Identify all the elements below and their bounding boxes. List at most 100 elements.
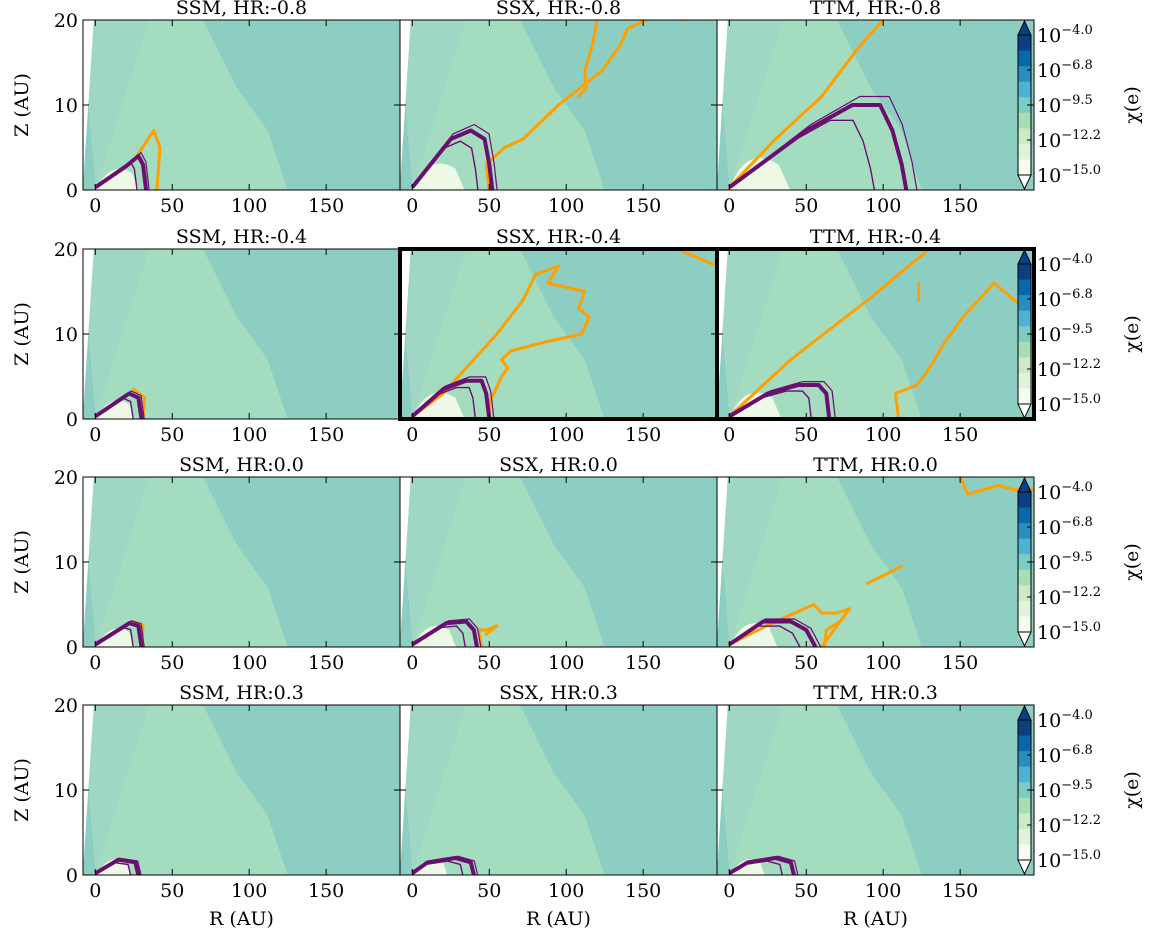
colorbar-band [1018, 600, 1031, 617]
wedge-band [83, 705, 150, 875]
colorbar-tick-label: 10−15.0 [1037, 848, 1101, 872]
purple-contour-inner [94, 626, 134, 647]
x-tick-label: 0 [89, 880, 101, 902]
orange-contour [894, 281, 1034, 419]
x-tick-label: 0 [406, 652, 418, 674]
orange-contour [135, 129, 162, 190]
orange-contour [680, 20, 689, 22]
wedge-band [400, 705, 467, 875]
x-tick-label: 0 [723, 424, 735, 446]
purple-contour-inner [411, 140, 479, 190]
panel-2 [399, 19, 718, 191]
abundance-field [83, 20, 400, 190]
x-tick-label: 50 [160, 424, 184, 446]
panel-6 [715, 247, 1036, 421]
panel-title: SSM, HR:0.3 [179, 682, 304, 704]
x-tick-label: 100 [231, 195, 267, 217]
x-tick-label: 100 [865, 195, 901, 217]
field-mid-region [95, 249, 288, 419]
x-tick-label: 150 [625, 880, 661, 902]
x-axis-label: R (AU) [526, 908, 591, 930]
y-axis-label: Z (AU) [11, 73, 33, 137]
purple-contour-inner [728, 119, 876, 190]
x-tick-label: 100 [548, 652, 584, 674]
abundance-field [83, 477, 400, 647]
panel-title: SSX, HR:-0.8 [496, 0, 621, 19]
colorbar-band [1018, 50, 1031, 67]
colorbar-band [1018, 735, 1031, 752]
empty-region [717, 705, 728, 871]
x-tick-label: 50 [794, 424, 818, 446]
colorbar-tick-label: 10−9.5 [1037, 93, 1093, 117]
panel-12 [716, 704, 1035, 876]
x-tick-label: 0 [406, 424, 418, 446]
purple-contour-outer [411, 618, 482, 647]
colorbar-band [1018, 782, 1031, 799]
abundance-field [400, 20, 717, 190]
purple-contour-outer [728, 618, 822, 647]
x-tick-label: 150 [942, 424, 978, 446]
panel-title: SSM, HR:-0.8 [176, 0, 307, 19]
colorbar-band [1018, 159, 1031, 176]
y-axis-label: Z (AU) [11, 758, 33, 822]
empty-region [717, 477, 728, 643]
colorbar-band [1018, 585, 1031, 602]
purple-contour-outer [94, 620, 145, 647]
x-tick-label: 100 [231, 652, 267, 674]
orange-contour [577, 20, 599, 98]
x-tick-label: 150 [625, 195, 661, 217]
colorbar-band [1018, 112, 1031, 129]
colorbar-tick-label: 10−9.5 [1037, 322, 1093, 346]
colorbar-band [1018, 720, 1031, 737]
y-tick-label: 0 [66, 637, 78, 659]
orange-contour [477, 624, 499, 647]
y-tick-label: 0 [66, 409, 78, 431]
colorbar-band [1018, 538, 1031, 555]
colorbar-label: χ(e) [1121, 543, 1143, 581]
x-tick-label: 150 [942, 195, 978, 217]
abundance-field [83, 249, 400, 419]
field-mid-region [729, 20, 922, 190]
wedge-band [717, 705, 784, 875]
panel-10 [82, 704, 401, 876]
purple-contour [410, 128, 495, 190]
purple-contour-inner [728, 390, 812, 419]
x-tick-label: 0 [406, 880, 418, 902]
orange-contour [675, 249, 717, 268]
x-tick-label: 100 [231, 880, 267, 902]
purple-contour-outer [94, 857, 142, 875]
x-tick-label: 100 [548, 880, 584, 902]
panel-title: SSM, HR:-0.4 [176, 226, 307, 248]
colorbar-band [1018, 143, 1031, 160]
x-tick-label: 50 [794, 880, 818, 902]
y-tick-label: 10 [54, 780, 78, 802]
orange-contour [727, 249, 931, 418]
abundance-field [400, 477, 717, 647]
inner-disk-region [412, 625, 457, 647]
purple-contour-inner [411, 386, 477, 419]
panel-11 [399, 704, 718, 876]
x-tick-label: 0 [89, 195, 101, 217]
colorbar-band [1018, 523, 1031, 540]
x-tick-label: 0 [723, 652, 735, 674]
x-tick-label: 100 [865, 880, 901, 902]
colorbar-band [1018, 554, 1031, 571]
field-mid-region [412, 477, 605, 647]
wedge-band [83, 477, 150, 647]
x-tick-label: 0 [89, 424, 101, 446]
colorbar-tick-label: 10−12.2 [1037, 585, 1101, 609]
orange-contour [410, 264, 591, 419]
colorbar-band [1018, 844, 1031, 861]
x-tick-label: 150 [308, 424, 344, 446]
colorbar-band [1018, 569, 1031, 586]
panel-8 [399, 476, 718, 648]
colorbar-band [1018, 81, 1031, 98]
x-tick-label: 150 [308, 195, 344, 217]
colorbar-band [1018, 66, 1031, 83]
purple-contour-outer [728, 95, 918, 190]
colorbar-tick-label: 10−15.0 [1037, 620, 1101, 644]
x-tick-label: 100 [865, 424, 901, 446]
panel-3 [716, 19, 1035, 191]
colorbar-4: 10−4.0 10−6.8 10−9.5 10−12.2 10−15.0 χ(e) [1017, 704, 1143, 876]
colorbar-tick-label: 10−12.2 [1037, 357, 1101, 381]
